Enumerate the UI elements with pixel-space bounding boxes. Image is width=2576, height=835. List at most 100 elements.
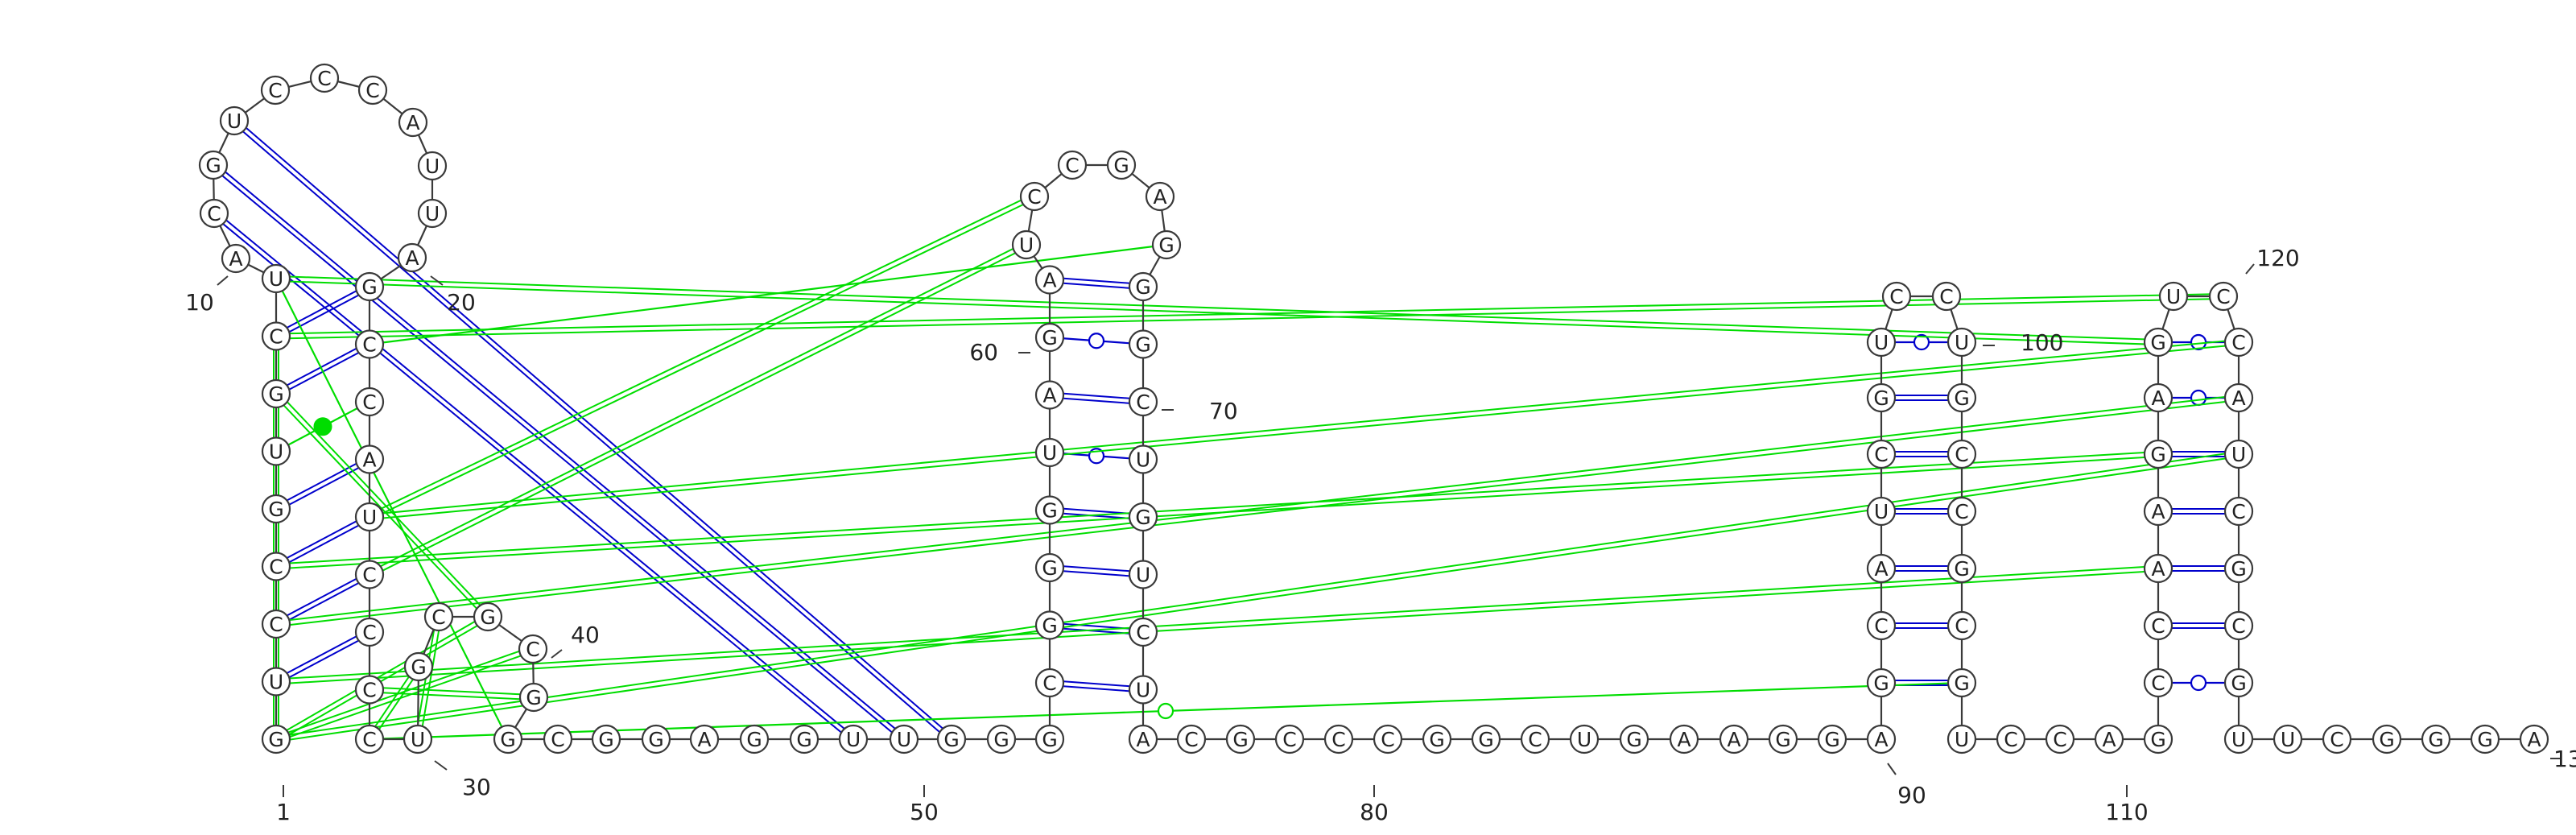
nucleotide-circle (1323, 724, 1354, 754)
nucleotide: G (1866, 668, 1897, 698)
base-pair-line (274, 614, 487, 738)
nucleotide-letter: C (2231, 614, 2245, 638)
nucleotide: G (2143, 439, 2174, 469)
nucleotide-letter: C (2231, 500, 2245, 523)
nucleotide-letter: G (411, 655, 426, 679)
base-pair-line (276, 518, 371, 570)
nucleotide-letter: C (2151, 614, 2165, 638)
nucleotide: A (2519, 724, 2549, 754)
nucleotide-circle (402, 724, 433, 754)
nucleotide-letter: U (2231, 443, 2246, 466)
nucleotide-circle (1768, 724, 1798, 754)
nucleotide: G (1619, 724, 1649, 754)
nucleotide-letter: G (268, 498, 283, 521)
nucleotide: G (2470, 724, 2500, 754)
nucleotide-circle (1619, 724, 1649, 754)
nucleotide-circle (1034, 265, 1065, 295)
nucleotide-letter: G (1042, 728, 1057, 751)
nucleotide: G (1151, 229, 1182, 260)
base-pair-line (369, 197, 1036, 520)
nucleotide: G (2421, 724, 2451, 754)
nucleotide-letter: U (269, 267, 283, 291)
nucleotide-letter: C (1874, 614, 1888, 638)
base-pair-line (369, 339, 2239, 516)
nucleotide-circle (1866, 724, 1897, 754)
nucleotide: C (354, 386, 385, 417)
nucleotide-letter: A (1727, 728, 1740, 751)
nucleotide-circle (1569, 724, 1600, 754)
nucleotide-circle (354, 444, 385, 474)
nucleotide-letter: U (227, 110, 242, 133)
nucleotide-circle (2143, 327, 2174, 358)
nucleotide-letter: A (2151, 557, 2165, 581)
nucleotide-letter: G (500, 728, 515, 751)
nucleotide-circle (543, 724, 573, 754)
nucleotide-circle (936, 724, 967, 754)
base-pair-line (1049, 568, 1143, 578)
nucleotide: G (198, 150, 229, 180)
nucleotide: C (1128, 386, 1158, 417)
nucleotide-letter: G (2477, 728, 2492, 751)
nucleotide-circle (1128, 617, 1158, 647)
nucleotide-circle (357, 75, 388, 105)
nucleotide-circle (2143, 496, 2174, 527)
nucleotide-circle (2143, 439, 2174, 469)
base-pair-line (276, 461, 371, 512)
nucleotide: G (403, 651, 434, 682)
nucleotide: C (1866, 439, 1897, 469)
nucleotide-letter: C (526, 638, 539, 661)
nucleotide-letter: C (2151, 672, 2165, 695)
position-label: 40 (571, 622, 600, 648)
base-pair-line (275, 395, 2239, 623)
nucleotide-letter: C (1065, 154, 1079, 177)
nucleotide-letter: C (269, 325, 283, 349)
nucleotide-circle (1011, 229, 1042, 260)
nucleotide-letter: A (2102, 728, 2116, 751)
nucleotide: C (1931, 281, 1962, 312)
wobble-pair-marker (1913, 333, 1930, 351)
numbering-tick (217, 275, 229, 286)
nucleotide-letter: A (2527, 728, 2541, 751)
nucleotide-letter: U (1136, 564, 1150, 587)
nucleotide-letter: G (1232, 728, 1248, 751)
base-pair-line (369, 243, 1167, 345)
nucleotide: G (1128, 329, 1158, 359)
nucleotide-circle (261, 552, 291, 581)
nucleotide-letter: C (207, 202, 221, 225)
nucleotide-letter: C (1955, 443, 1968, 466)
numbering-tick (551, 649, 563, 659)
nucleotide-letter: G (796, 728, 811, 751)
nucleotide-circle (2045, 724, 2075, 754)
nucleotide-letter: U (269, 440, 283, 464)
nucleotide-circle (1866, 327, 1897, 358)
nucleotide: C (354, 560, 385, 589)
nucleotide-letter: G (1478, 728, 1493, 751)
nucleotide-circle (1034, 322, 1065, 353)
nucleotide: A (1145, 181, 1175, 212)
nucleotide-letter: G (2231, 672, 2246, 695)
nucleotide: U (1569, 724, 1600, 754)
nucleotide-letter: U (846, 728, 861, 751)
nucleotide: C (1323, 724, 1354, 754)
nucleotide-letter: A (229, 247, 242, 271)
nucleotide-letter: A (406, 111, 419, 134)
numbering-layer: 1102030405060708090100110120130 (185, 245, 2576, 825)
nucleotide-letter: G (2379, 728, 2394, 751)
nucleotide-letter: C (362, 333, 376, 357)
nucleotide-circle (1034, 668, 1065, 698)
nucleotide-circle (1881, 281, 1912, 312)
nucleotide: U (417, 198, 448, 229)
base-pair-line (275, 565, 2158, 680)
nucleotide: C (1034, 668, 1065, 698)
base-pair-line (276, 287, 371, 340)
nucleotide-circle (2143, 610, 2174, 641)
nucleotide: C (1881, 281, 1912, 312)
nucleotide-letter: G (1042, 614, 1057, 638)
base-pair-line (274, 395, 487, 619)
nucleotide-circle (1946, 668, 1977, 698)
nucleotide-circle (2470, 724, 2500, 754)
nucleotide-circle (417, 151, 448, 181)
nucleotide: C (2208, 281, 2239, 312)
nucleotide-letter: G (1113, 154, 1129, 177)
